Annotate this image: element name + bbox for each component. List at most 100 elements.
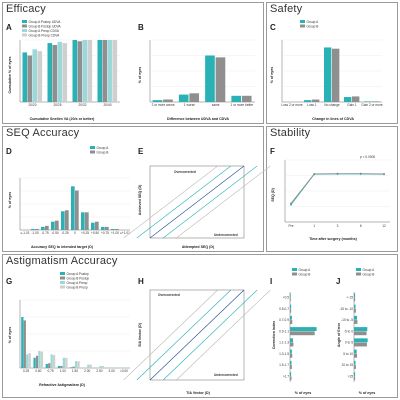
panel-a-bar	[47, 43, 53, 102]
panel-e-frame	[149, 165, 245, 239]
panel-a-legend-swatch	[22, 33, 27, 37]
panel-j-bar	[354, 365, 356, 369]
panel-i-tick-label: >1.7	[283, 374, 290, 378]
panel-b-ylabel: % of eyes	[138, 67, 142, 84]
panel-j-tick-label: >15	[348, 374, 354, 378]
panel-i-bar	[290, 349, 292, 354]
panel-i-bar	[290, 308, 292, 313]
panel-a-bar	[52, 44, 58, 102]
panel-g-bar	[21, 317, 24, 368]
panel-c-bar	[372, 101, 380, 102]
panel-i-legend-swatch	[292, 272, 297, 276]
panel-c-bar	[304, 100, 312, 102]
panel-a-bar	[72, 40, 78, 102]
panel-g-bar	[33, 357, 36, 368]
panel-i-bar	[290, 342, 294, 347]
panel-j-ylabel: Angle of Error	[337, 322, 341, 347]
panel-j-bar	[354, 360, 356, 365]
panel-j-tick-label: <-15	[347, 296, 354, 300]
panel-h-ylabel: SIA Vector (D)	[138, 322, 142, 347]
panel-d-bar	[105, 226, 109, 230]
panel-g-bar	[77, 361, 80, 368]
panel-h-overcorrected: Overcorrected	[158, 293, 180, 297]
panel-a-bar	[87, 40, 93, 102]
panel-d-bar	[75, 190, 79, 230]
panel-i-bar	[290, 320, 293, 324]
panel-g-bar	[35, 355, 39, 368]
panel-i-tick-label: 0.9-1.1	[279, 329, 289, 333]
panel-c-tick-label: Loss 2 or more	[281, 103, 302, 107]
panel-e-undercorrected: Undercorrected	[214, 233, 238, 237]
panel-b-bar	[178, 94, 189, 102]
panel-g-tick-label: 0.25	[23, 369, 29, 373]
panel-a-bar	[37, 51, 43, 102]
panel-i-legend-label: Group B	[299, 272, 311, 276]
panel-b-bar	[205, 55, 215, 102]
panel-g-tick-label: 1.00	[60, 369, 66, 373]
panel-g-bar	[87, 364, 90, 368]
panel-f-point	[290, 202, 292, 205]
panel-g-bar	[101, 365, 105, 368]
panel-letter-c: C	[270, 23, 276, 32]
panel-a-tick-label: 20/32	[79, 103, 87, 107]
panel-b-bar	[231, 95, 242, 102]
panel-e-reference-line	[162, 165, 258, 239]
panel-a-xlabel: Cumulative Snellen VA (20/x or better)	[30, 117, 96, 121]
panel-a-tick-label: 20/20	[29, 103, 37, 107]
panel-j-bar	[354, 315, 358, 320]
panel-i-legend-label: Group A	[299, 268, 312, 272]
panel-i-bar	[290, 376, 292, 381]
panel-h-reference-line	[149, 289, 245, 381]
panel-g-bar	[23, 320, 26, 368]
panel-b-bar	[163, 99, 173, 102]
panel-c-bar	[332, 48, 340, 102]
panel-j-bar	[354, 331, 367, 336]
panel-b-xlabel: Difference between UDVA and CDVA	[167, 117, 229, 121]
panel-g-bar	[53, 355, 56, 368]
panel-i-bar	[290, 297, 291, 302]
panel-c-bar	[364, 101, 372, 102]
panel-letter-d: D	[6, 147, 12, 156]
panel-c-legend-label: Group A	[307, 20, 320, 24]
panel-g-bar	[75, 361, 78, 368]
panel-c-tick-label: No change	[324, 103, 340, 107]
safety-title: Safety	[270, 3, 303, 15]
panel-d-legend-label: Group B	[97, 150, 109, 154]
panel-j-tick-label: 5 to 10	[343, 352, 353, 356]
panel-g-tick-label: 3.00	[109, 369, 115, 373]
panel-g-bar	[28, 353, 31, 368]
panel-i-bar	[290, 315, 292, 320]
panel-g-bar	[48, 363, 51, 368]
panel-i-bar	[290, 293, 291, 298]
panel-d-ylabel: % of eyes	[8, 192, 12, 209]
panel-d-bar	[91, 222, 95, 230]
panel-a-bar	[62, 43, 68, 102]
panel-a-bar	[77, 41, 83, 102]
panel-g-bar	[40, 351, 44, 368]
panel-i-ylabel: Correction Index	[272, 321, 276, 350]
panel-f-series-line	[290, 173, 385, 204]
panel-j-bar	[354, 349, 357, 354]
panel-d-bar	[55, 220, 59, 230]
panel-g-bar	[65, 357, 68, 368]
panel-d-bar	[65, 210, 69, 230]
stability-title: Stability	[270, 127, 311, 139]
panel-j-legend-swatch	[356, 268, 361, 271]
panel-c-tick-label: Gain 2 or more	[361, 103, 382, 107]
panel-g-tick-label: 1.50	[72, 369, 78, 373]
panel-h-reference-line	[162, 289, 258, 381]
panel-i-xlabel: % of eyes	[295, 391, 312, 395]
panel-b-tick-label: same	[212, 103, 220, 107]
panel-h-reference-line	[123, 289, 218, 381]
panel-letter-b: B	[138, 23, 144, 32]
panel-i-tick-label: 1.5-1.7	[279, 363, 289, 367]
panel-f-tick-label: Pre	[289, 224, 294, 228]
panel-g-legend-label: Group A Preop	[67, 281, 88, 285]
panel-d-bar	[61, 211, 65, 230]
panel-d-tick-label: ≥+1.01	[120, 231, 130, 235]
panel-g-legend-swatch	[60, 276, 65, 280]
panel-j-tick-label: -5 to 0	[344, 329, 353, 333]
panel-f-tick-label: 12	[382, 224, 386, 228]
panel-i-bar	[290, 331, 315, 336]
panel-i-bar	[290, 360, 292, 365]
